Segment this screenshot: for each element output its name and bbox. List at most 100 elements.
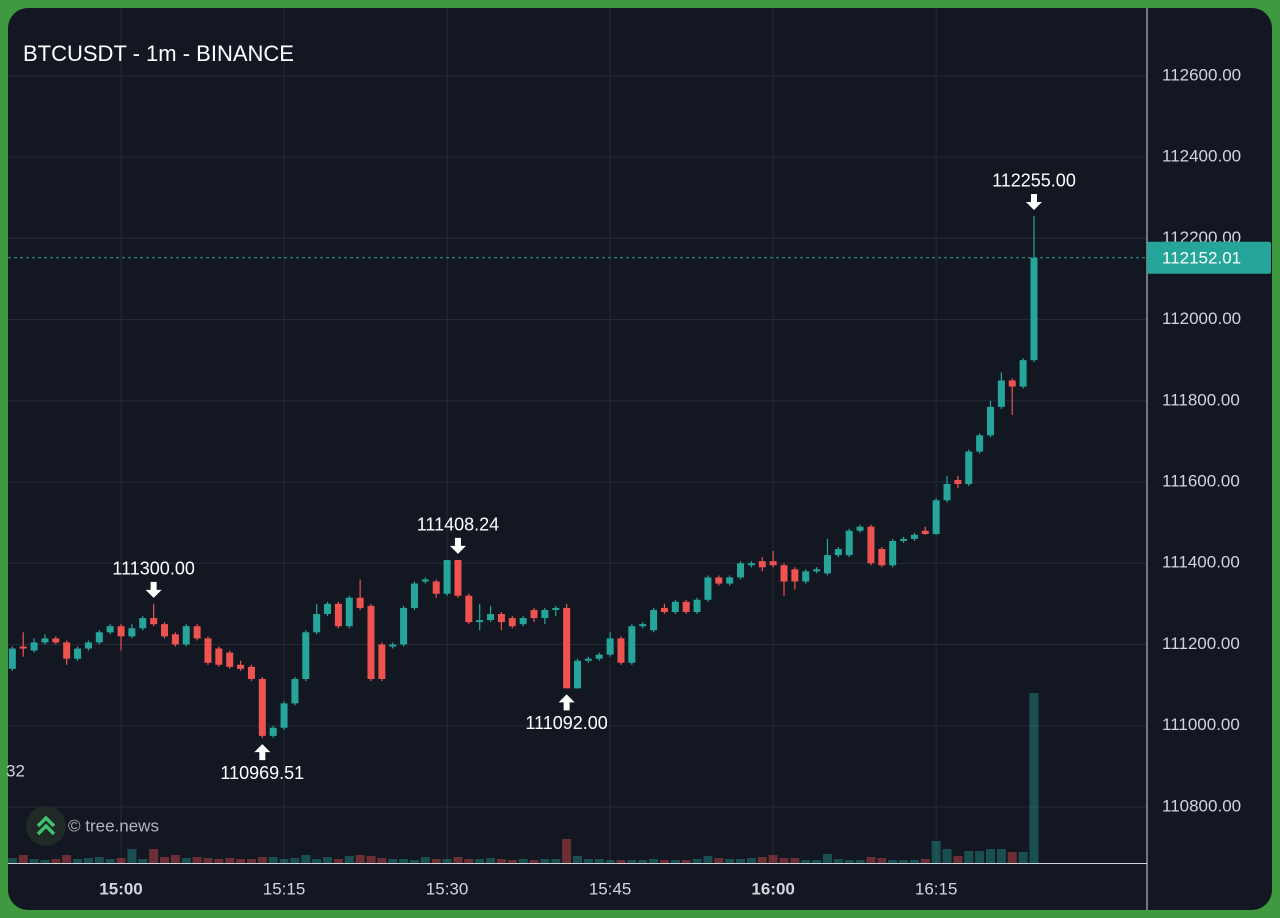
y-tick-label: 111400.00 xyxy=(1162,553,1240,572)
volume-bar xyxy=(736,859,746,863)
grid: 110800.00 111000.00 111200.00 111400.00 1116… xyxy=(8,8,1241,898)
volume-bar xyxy=(790,858,800,863)
volume-bar xyxy=(822,854,832,863)
volume-bar xyxy=(496,859,506,863)
volume-bar xyxy=(844,860,854,863)
candle-body xyxy=(813,569,821,572)
volume-bar xyxy=(312,859,322,863)
candle-body xyxy=(639,624,647,627)
candle-body xyxy=(63,642,71,659)
annotation-arrow xyxy=(254,744,271,761)
volume-bar xyxy=(899,860,909,863)
volume-bar xyxy=(181,858,191,863)
x-tick-label: 15:30 xyxy=(426,879,469,898)
volume-bar xyxy=(953,856,963,863)
volume-bar xyxy=(29,859,39,863)
candle-body xyxy=(182,626,190,645)
volume-bar xyxy=(246,859,256,863)
y-tick-label: 111800.00 xyxy=(1162,390,1240,409)
candle-body xyxy=(563,607,571,689)
volume-bar xyxy=(149,849,159,863)
candle-body xyxy=(834,549,842,556)
candle-body xyxy=(443,559,451,594)
volume-bar xyxy=(812,860,822,863)
y-tick-label: 112000.00 xyxy=(1162,309,1241,328)
candle-body xyxy=(704,577,712,600)
volume-bar xyxy=(573,856,582,863)
candle-body xyxy=(791,569,799,582)
candle-body xyxy=(237,664,245,669)
candle-body xyxy=(258,679,266,736)
candle-body xyxy=(508,618,516,627)
candle-body xyxy=(628,626,636,663)
volume-bar xyxy=(551,859,561,863)
volume-bar xyxy=(681,860,691,863)
candle-body xyxy=(889,540,897,566)
volume-bar xyxy=(160,857,170,863)
candle-body xyxy=(30,642,38,651)
volume-bar xyxy=(627,860,637,863)
volume-bar xyxy=(301,855,311,863)
volume-bar xyxy=(985,849,995,863)
volume-bar xyxy=(855,860,865,863)
candle-body xyxy=(574,660,581,689)
candle-body xyxy=(74,648,82,659)
candle-body xyxy=(302,632,310,680)
volume-bar xyxy=(518,859,528,863)
volume-bar xyxy=(62,855,72,863)
volume-bar xyxy=(692,859,702,863)
candle-body xyxy=(378,644,386,680)
volume-bar xyxy=(464,859,474,863)
volume-bar xyxy=(366,856,376,863)
annotation-arrow xyxy=(1025,193,1042,210)
candle-body xyxy=(84,642,92,649)
volume-bar xyxy=(18,855,28,863)
volume-bar xyxy=(649,859,659,863)
volume-bar xyxy=(801,860,811,863)
volume-bar xyxy=(975,851,985,863)
volume-bar xyxy=(583,859,593,863)
candle-body xyxy=(769,561,777,566)
annotation-label: 111092.00 xyxy=(525,713,607,733)
candle-body xyxy=(867,526,875,564)
volume-bar xyxy=(670,860,680,863)
y-tick-label: 112400.00 xyxy=(1162,147,1241,166)
candle-body xyxy=(161,624,169,637)
volume-bar xyxy=(257,857,267,863)
candle-body xyxy=(367,605,375,680)
volume-bar xyxy=(333,859,343,863)
volume-bar xyxy=(344,856,354,863)
volume-scale-label: 32 xyxy=(6,761,25,780)
candle-body xyxy=(465,595,473,623)
candle-body xyxy=(1030,257,1038,361)
volume-bar xyxy=(833,859,843,863)
candle-body xyxy=(878,549,886,566)
volume-bar xyxy=(170,855,180,863)
candle-body xyxy=(19,646,27,649)
volume-bar xyxy=(888,860,898,863)
volume-bar xyxy=(1029,693,1039,863)
x-tick-label: 15:15 xyxy=(263,879,306,898)
volume-bar xyxy=(768,855,778,863)
candle-body xyxy=(1008,380,1016,387)
volume-bar xyxy=(605,860,615,863)
candle-body xyxy=(682,601,690,612)
annotation-label: 111300.00 xyxy=(112,559,194,579)
candle-body xyxy=(823,555,831,574)
volume-bar xyxy=(942,849,952,863)
candle-body xyxy=(226,652,234,667)
y-tick-label: 112600.00 xyxy=(1162,65,1241,84)
candle-body xyxy=(747,563,755,566)
candle-body xyxy=(693,599,701,612)
volume-bar xyxy=(659,860,669,863)
volume-bar xyxy=(714,858,724,863)
volume-bar xyxy=(529,860,539,863)
volume-bar xyxy=(746,858,756,863)
volume-bar xyxy=(616,860,626,863)
candle-body xyxy=(726,577,734,584)
candle-body xyxy=(552,607,560,610)
last-price-label: 112152.01 xyxy=(1162,248,1241,267)
candle-body xyxy=(845,530,853,556)
volume-bar xyxy=(920,859,930,863)
volume-bar xyxy=(757,857,767,863)
